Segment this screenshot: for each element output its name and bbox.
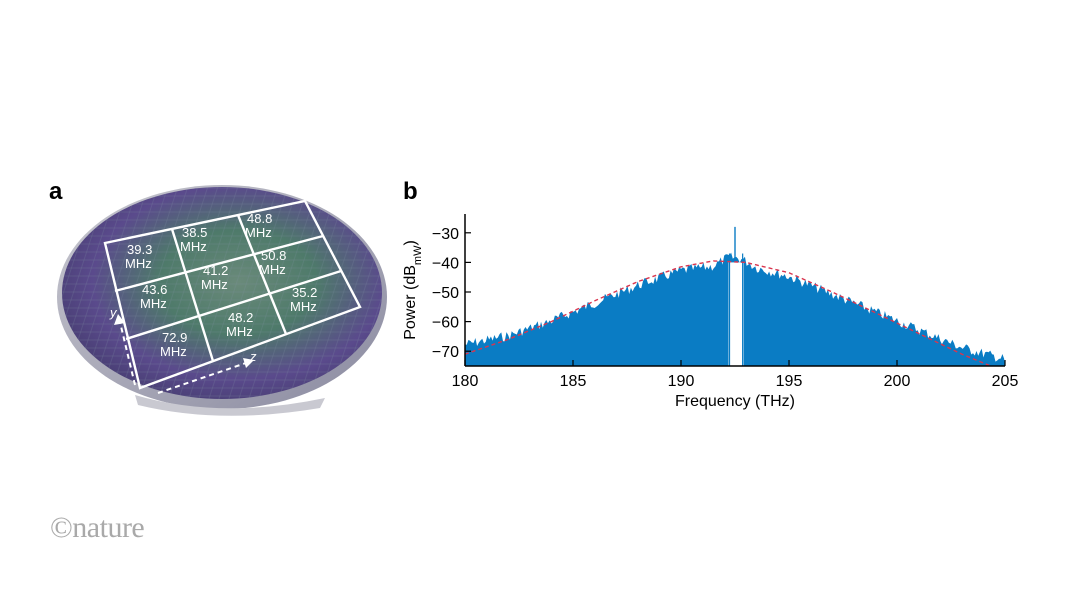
x-axis-label: Frequency (THz) [675, 393, 795, 410]
z-arrow-head [243, 358, 254, 368]
svg-text:48.8: 48.8 [247, 211, 272, 226]
panel-a-label: a [49, 178, 63, 205]
svg-text:MHz: MHz [201, 277, 228, 292]
plot-area [464, 226, 1005, 367]
svg-text:MHz: MHz [259, 262, 286, 277]
spectrum-chart: 180 185 190 195 200 205 −70 −60 −50 −40 −30 Freque… [402, 214, 1019, 410]
svg-text:48.2: 48.2 [228, 310, 253, 325]
y-tick-label: −30 [432, 226, 459, 243]
svg-text:43.6: 43.6 [142, 282, 167, 297]
svg-text:MHz: MHz [140, 296, 167, 311]
svg-text:35.2: 35.2 [292, 285, 317, 300]
y-arrow-head [114, 314, 125, 325]
y-axis-label: Power (dBmW) [402, 240, 424, 340]
svg-text:MHz: MHz [245, 225, 272, 240]
svg-text:MHz: MHz [226, 324, 253, 339]
svg-text:MHz: MHz [125, 256, 152, 271]
y-tick-label: −70 [432, 344, 459, 361]
measurement-grid [103, 199, 362, 390]
x-tick-label: 205 [992, 373, 1019, 390]
svg-text:72.9: 72.9 [162, 330, 187, 345]
y-axis-label: y [109, 305, 118, 320]
axis-arrows [119, 321, 247, 394]
z-axis-label: z [249, 349, 257, 364]
svg-text:50.8: 50.8 [261, 248, 286, 263]
nature-watermark: ©nature [50, 511, 145, 544]
x-tick-label: 200 [884, 373, 911, 390]
wafer-flat-shadow [135, 395, 325, 416]
svg-text:MHz: MHz [160, 344, 187, 359]
x-tick-label: 190 [668, 373, 695, 390]
svg-text:MHz: MHz [290, 299, 317, 314]
x-tick-label: 195 [776, 373, 803, 390]
series-envelope-fit [464, 260, 991, 367]
pump-notch [728, 262, 744, 366]
y-tick-label: −40 [432, 255, 459, 272]
panel-b-label: b [403, 178, 418, 205]
x-tick-label: 185 [560, 373, 587, 390]
svg-text:39.3: 39.3 [127, 242, 152, 257]
svg-text:38.5: 38.5 [182, 225, 207, 240]
svg-text:MHz: MHz [180, 239, 207, 254]
y-tick-label: −60 [432, 315, 459, 332]
y-tick-label: −50 [432, 285, 459, 302]
svg-text:41.2: 41.2 [203, 263, 228, 278]
x-tick-label: 180 [452, 373, 479, 390]
axes: 180 185 190 195 200 205 −70 −60 −50 −40 −30 [432, 214, 1019, 390]
